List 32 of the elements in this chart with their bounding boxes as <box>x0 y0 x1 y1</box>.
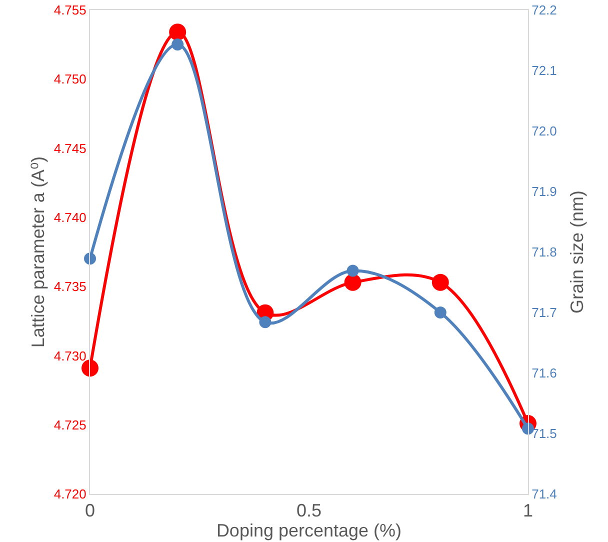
y-tick-label: 4.720 <box>54 486 86 502</box>
y-axis-title: Lattice parameter a (A⁰) <box>28 156 48 348</box>
point <box>346 264 359 277</box>
x-tick-label: 0 <box>84 500 96 521</box>
point <box>259 316 272 328</box>
y2-tick-label: 72.1 <box>532 63 557 78</box>
x-axis-title: Doping percentage (%) <box>216 520 402 541</box>
point <box>82 360 98 377</box>
y2-tick-label: 72.0 <box>532 124 557 139</box>
x-tick-label: 1 <box>522 500 534 521</box>
y2-tick-label: 71.4 <box>532 486 557 502</box>
y2-tick-label: 71.6 <box>532 366 557 381</box>
y2-tick-label: 71.8 <box>532 244 557 260</box>
y-tick-label: 4.725 <box>54 417 86 432</box>
point <box>434 306 446 318</box>
point <box>432 274 449 291</box>
y-tick-label: 4.735 <box>54 279 86 294</box>
point <box>172 38 184 50</box>
y2-tick-label: 71.5 <box>532 426 557 442</box>
x-tick-label: 0.5 <box>296 500 322 521</box>
y-tick-label: 4.730 <box>54 348 86 364</box>
y-tick-label: 4.750 <box>54 72 86 87</box>
y2-axis-title: Grain size (nm) <box>567 190 587 314</box>
y2-tick-label: 72.2 <box>532 2 557 18</box>
y-tick-label: 4.745 <box>54 140 86 156</box>
y2-tick-label: 71.7 <box>532 305 557 320</box>
y-tick-label: 4.740 <box>54 210 86 225</box>
y2-tick-label: 71.9 <box>532 184 557 200</box>
point <box>84 252 96 265</box>
y-tick-label: 4.755 <box>54 2 86 18</box>
point <box>344 274 362 291</box>
point <box>169 24 186 41</box>
